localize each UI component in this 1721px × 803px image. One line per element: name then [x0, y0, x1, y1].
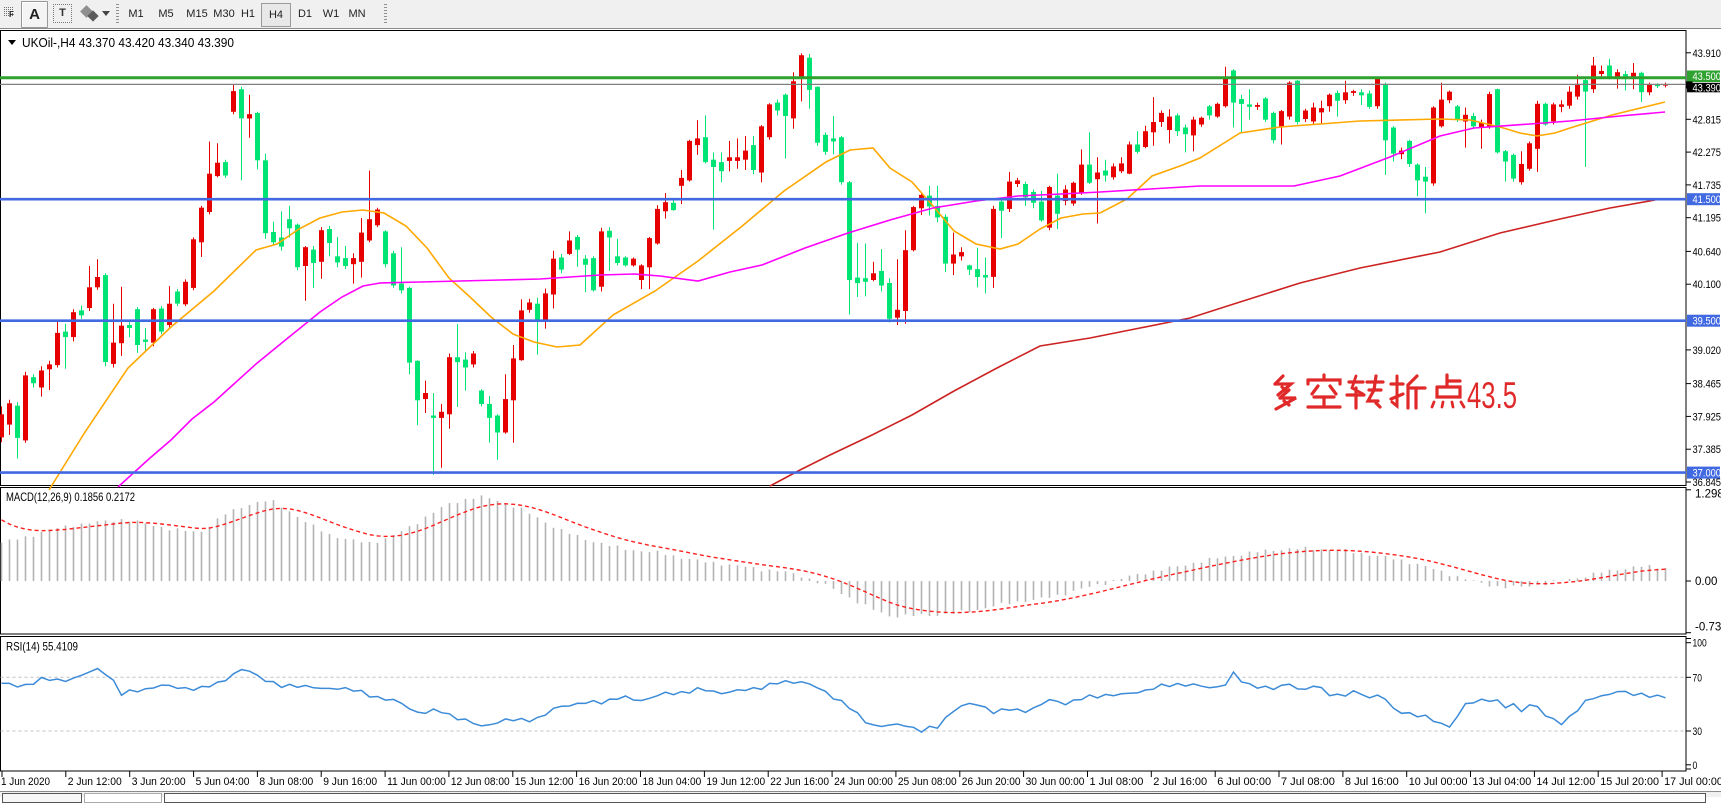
svg-text:19 Jun 12:00: 19 Jun 12:00 — [706, 776, 765, 788]
svg-text:8 Jun 08:00: 8 Jun 08:00 — [259, 776, 313, 788]
svg-text:30: 30 — [1693, 726, 1703, 738]
svg-text:40.100: 40.100 — [1693, 279, 1721, 291]
svg-text:9 Jun 16:00: 9 Jun 16:00 — [323, 776, 377, 788]
svg-text:40.640: 40.640 — [1693, 246, 1721, 258]
svg-text:41.735: 41.735 — [1693, 180, 1721, 192]
svg-text:16 Jun 20:00: 16 Jun 20:00 — [579, 776, 638, 788]
svg-text:0: 0 — [1693, 760, 1698, 772]
svg-text:42.275: 42.275 — [1693, 147, 1721, 159]
svg-text:1 Jun 2020: 1 Jun 2020 — [1, 776, 50, 788]
svg-text:RSI(14) 55.4109: RSI(14) 55.4109 — [6, 640, 78, 654]
svg-text:22 Jun 16:00: 22 Jun 16:00 — [770, 776, 829, 788]
svg-text:2 Jul 16:00: 2 Jul 16:00 — [1153, 776, 1207, 788]
svg-text:43.500: 43.500 — [1693, 71, 1721, 83]
svg-text:0.00: 0.00 — [1695, 576, 1717, 588]
svg-text:5 Jun 04:00: 5 Jun 04:00 — [196, 776, 250, 788]
svg-text:30 Jun 00:00: 30 Jun 00:00 — [1026, 776, 1085, 788]
svg-text:7 Jul 08:00: 7 Jul 08:00 — [1281, 776, 1335, 788]
svg-text:37.385: 37.385 — [1693, 444, 1721, 456]
svg-text:6 Jul 00:00: 6 Jul 00:00 — [1217, 776, 1271, 788]
svg-text:37.000: 37.000 — [1693, 468, 1721, 480]
svg-text:UKOil-,H4 43.370 43.420 43.34: UKOil-,H4 43.370 43.420 43.340 43.390 — [22, 36, 234, 50]
svg-text:39.020: 39.020 — [1693, 345, 1721, 357]
svg-text:13 Jul 04:00: 13 Jul 04:00 — [1473, 776, 1532, 788]
svg-text:43.5: 43.5 — [1467, 375, 1517, 416]
svg-text:MACD(12,26,9) 0.1856 0.2172: MACD(12,26,9) 0.1856 0.2172 — [6, 490, 135, 504]
svg-text:10 Jul 00:00: 10 Jul 00:00 — [1409, 776, 1468, 788]
svg-text:15 Jul 20:00: 15 Jul 20:00 — [1600, 776, 1659, 788]
svg-text:18 Jun 04:00: 18 Jun 04:00 — [643, 776, 702, 788]
svg-text:1.2985: 1.2985 — [1695, 489, 1721, 501]
svg-text:41.195: 41.195 — [1693, 213, 1721, 225]
svg-text:15 Jun 12:00: 15 Jun 12:00 — [515, 776, 574, 788]
svg-text:24 Jun 00:00: 24 Jun 00:00 — [834, 776, 893, 788]
svg-text:11 Jun 00:00: 11 Jun 00:00 — [387, 776, 446, 788]
svg-text:100: 100 — [1693, 638, 1707, 650]
svg-text:26 Jun 20:00: 26 Jun 20:00 — [962, 776, 1021, 788]
svg-text:39.500: 39.500 — [1693, 316, 1721, 328]
svg-text:1 Jul 08:00: 1 Jul 08:00 — [1090, 776, 1144, 788]
svg-text:17 Jul 00:00: 17 Jul 00:00 — [1664, 776, 1721, 788]
svg-text:-0.7362: -0.7362 — [1695, 622, 1721, 634]
svg-text:8 Jul 16:00: 8 Jul 16:00 — [1345, 776, 1399, 788]
svg-text:3 Jun 20:00: 3 Jun 20:00 — [132, 776, 186, 788]
svg-text:12 Jun 08:00: 12 Jun 08:00 — [451, 776, 510, 788]
svg-text:37.925: 37.925 — [1693, 411, 1721, 423]
svg-text:42.815: 42.815 — [1693, 114, 1721, 126]
svg-text:2 Jun 12:00: 2 Jun 12:00 — [68, 776, 122, 788]
svg-text:43.910: 43.910 — [1693, 48, 1721, 60]
svg-text:70: 70 — [1693, 672, 1703, 684]
svg-text:43.390: 43.390 — [1693, 83, 1721, 95]
svg-text:38.465: 38.465 — [1693, 379, 1721, 391]
svg-text:14 Jul 12:00: 14 Jul 12:00 — [1536, 776, 1595, 788]
svg-text:41.500: 41.500 — [1693, 194, 1721, 206]
svg-text:25 Jun 08:00: 25 Jun 08:00 — [898, 776, 957, 788]
